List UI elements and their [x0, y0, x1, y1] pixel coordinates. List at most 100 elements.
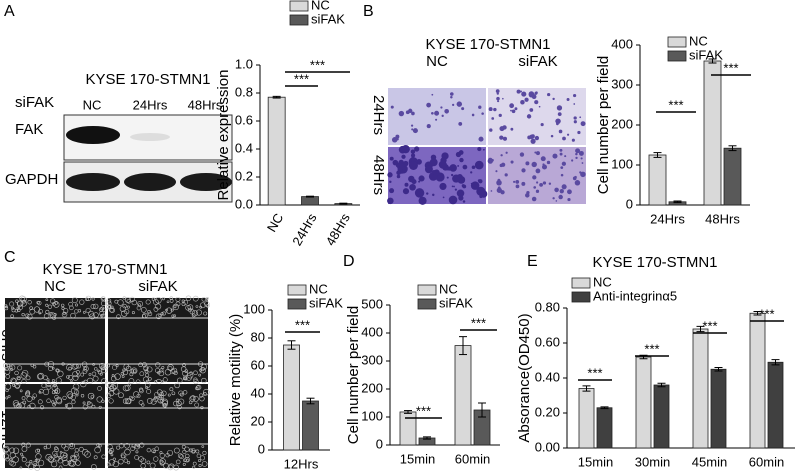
- band: [124, 173, 176, 191]
- x-tick-label: 12Hrs: [284, 456, 319, 471]
- x-tick-label: 48Hrs: [705, 211, 740, 226]
- cell: [159, 394, 164, 400]
- cell: [52, 450, 58, 456]
- cell: [408, 108, 413, 114]
- legend-swatch: [289, 14, 309, 26]
- cell: [462, 200, 466, 203]
- bar: [399, 411, 417, 446]
- cell: [3, 453, 10, 460]
- cell: [456, 101, 463, 107]
- cell: [21, 446, 28, 452]
- panel-letter: B: [363, 3, 374, 20]
- cell: [181, 444, 186, 449]
- cell: [402, 188, 410, 195]
- cell: [10, 461, 16, 467]
- significance-label: ***: [644, 341, 659, 356]
- cell: [552, 197, 555, 200]
- cell: [12, 447, 20, 454]
- y-tick-label: 40: [251, 385, 265, 400]
- cell: [182, 390, 188, 395]
- y-tick-label: 0.4: [235, 140, 253, 155]
- cell: [138, 456, 144, 462]
- cell: [154, 380, 158, 383]
- cell: [555, 200, 558, 202]
- cell: [66, 391, 74, 398]
- cell: [182, 449, 187, 454]
- cell: [177, 404, 182, 410]
- cell: [91, 297, 95, 301]
- cell: [82, 401, 86, 405]
- cell: [573, 103, 576, 105]
- cell: [528, 91, 535, 97]
- cell: [199, 455, 205, 461]
- cell: [461, 184, 465, 188]
- significance-label: ***: [416, 403, 431, 418]
- cell: [525, 161, 530, 166]
- cell: [146, 398, 153, 404]
- cell: [70, 379, 73, 383]
- cell: [37, 372, 45, 380]
- image-col-label: siFAK: [518, 53, 557, 70]
- y-tick-label: 80: [251, 329, 265, 344]
- cell: [129, 372, 134, 377]
- cell: [462, 164, 468, 170]
- cell: [161, 398, 169, 406]
- cell: [534, 91, 538, 95]
- y-tick-label: 200: [611, 116, 633, 131]
- band: [66, 126, 120, 144]
- cell: [561, 184, 567, 190]
- cell: [542, 163, 545, 166]
- cell: [123, 458, 128, 463]
- cell: [161, 365, 165, 369]
- y-tick-label: 0: [626, 196, 633, 211]
- cell: [186, 458, 189, 462]
- y-tick-label: 400: [361, 324, 383, 339]
- cell: [411, 156, 415, 160]
- cell: [175, 459, 181, 465]
- cell: [21, 442, 26, 447]
- cell: [401, 154, 406, 159]
- significance-label: ***: [294, 71, 309, 86]
- cell: [499, 135, 504, 140]
- x-tick-label: 15min: [578, 454, 613, 469]
- cell: [35, 453, 42, 460]
- cell: [470, 181, 480, 190]
- cell: [25, 375, 31, 381]
- cell: [31, 396, 36, 400]
- cell: [139, 387, 144, 392]
- cell: [114, 373, 121, 380]
- bar: [301, 196, 319, 206]
- cell: [47, 304, 53, 309]
- cell: [21, 378, 27, 385]
- cell: [119, 305, 127, 312]
- cell: [426, 123, 431, 129]
- cell: [199, 302, 206, 309]
- cell: [9, 447, 16, 454]
- band-label: FAK: [15, 121, 43, 138]
- cell: [567, 197, 571, 202]
- cell: [195, 305, 199, 308]
- cell: [195, 309, 202, 316]
- cell: [100, 365, 106, 371]
- cell: [41, 383, 47, 389]
- blot-row-label: siFAK: [15, 94, 54, 111]
- cell: [100, 365, 105, 370]
- cell: [11, 378, 17, 385]
- cell: [498, 113, 502, 117]
- cell: [502, 97, 504, 100]
- cell: [165, 453, 170, 458]
- cell: [3, 445, 10, 452]
- cell: [410, 149, 416, 154]
- cell: [87, 392, 95, 400]
- cell: [17, 376, 21, 381]
- cell: [39, 388, 44, 394]
- cell: [195, 449, 200, 454]
- cell: [9, 301, 15, 307]
- cell: [206, 304, 210, 308]
- cell: [580, 157, 583, 160]
- cell: [558, 194, 563, 200]
- cell: [438, 160, 447, 169]
- micro-image: [388, 88, 486, 145]
- legend-label: NC: [593, 274, 612, 289]
- cell: [108, 459, 115, 466]
